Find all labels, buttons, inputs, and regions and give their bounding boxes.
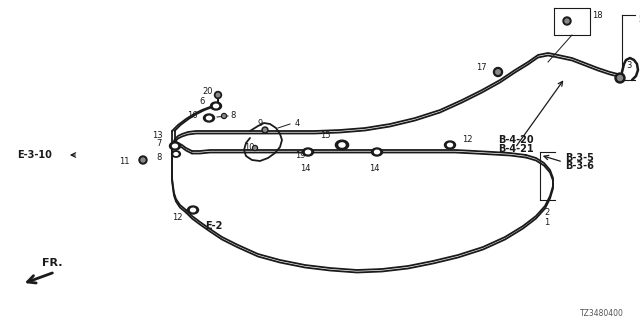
Circle shape xyxy=(615,73,625,83)
Text: 12: 12 xyxy=(462,135,472,145)
Circle shape xyxy=(214,92,221,99)
Text: 11: 11 xyxy=(120,156,130,165)
Text: 19: 19 xyxy=(295,150,305,159)
Text: 3: 3 xyxy=(626,60,632,69)
Text: 13: 13 xyxy=(152,132,163,140)
Circle shape xyxy=(563,17,571,25)
Ellipse shape xyxy=(173,144,177,148)
Ellipse shape xyxy=(374,150,380,154)
Ellipse shape xyxy=(204,114,214,122)
Circle shape xyxy=(216,93,220,97)
Circle shape xyxy=(253,147,256,149)
Text: 1: 1 xyxy=(545,218,550,227)
Text: 16: 16 xyxy=(188,110,198,119)
Ellipse shape xyxy=(214,104,218,108)
Circle shape xyxy=(496,70,500,74)
Text: 14: 14 xyxy=(369,164,380,173)
Text: 9: 9 xyxy=(258,118,263,127)
Ellipse shape xyxy=(172,151,180,157)
Circle shape xyxy=(565,19,569,23)
Text: E-3-10: E-3-10 xyxy=(17,150,52,160)
Text: 4: 4 xyxy=(295,119,300,129)
Text: 7: 7 xyxy=(157,139,162,148)
Text: 14: 14 xyxy=(300,164,310,173)
Text: 20: 20 xyxy=(202,86,213,95)
Ellipse shape xyxy=(445,141,456,149)
Circle shape xyxy=(223,115,225,117)
Text: 15: 15 xyxy=(321,132,331,140)
Text: 10: 10 xyxy=(244,143,255,153)
Text: 12: 12 xyxy=(173,213,183,222)
Text: B-4-20: B-4-20 xyxy=(498,135,534,145)
Ellipse shape xyxy=(191,208,195,212)
Text: 2: 2 xyxy=(545,208,550,217)
Text: TZ3480400: TZ3480400 xyxy=(580,308,624,317)
Text: B-4-21: B-4-21 xyxy=(498,144,534,154)
Ellipse shape xyxy=(188,206,198,214)
Text: 6: 6 xyxy=(200,98,205,107)
Circle shape xyxy=(221,114,227,118)
Circle shape xyxy=(139,156,147,164)
Ellipse shape xyxy=(339,143,345,147)
Ellipse shape xyxy=(170,142,180,150)
Circle shape xyxy=(493,68,502,76)
Circle shape xyxy=(253,146,257,150)
Text: E-2: E-2 xyxy=(205,221,222,231)
Ellipse shape xyxy=(211,102,221,110)
Ellipse shape xyxy=(303,148,314,156)
Text: FR.: FR. xyxy=(42,258,62,268)
Text: 17: 17 xyxy=(476,62,487,71)
Text: 8: 8 xyxy=(230,110,236,119)
Ellipse shape xyxy=(447,143,452,147)
Text: 8: 8 xyxy=(157,154,162,163)
Ellipse shape xyxy=(371,148,383,156)
Circle shape xyxy=(262,127,268,133)
Text: 18: 18 xyxy=(592,12,603,20)
Text: 5: 5 xyxy=(638,15,640,24)
Ellipse shape xyxy=(305,150,310,154)
Text: B-3-6: B-3-6 xyxy=(565,161,594,171)
Ellipse shape xyxy=(174,153,178,156)
Ellipse shape xyxy=(335,140,349,150)
Circle shape xyxy=(141,158,145,162)
Text: B-3-5: B-3-5 xyxy=(565,153,594,163)
Circle shape xyxy=(618,76,623,81)
Circle shape xyxy=(264,129,266,132)
Ellipse shape xyxy=(207,116,211,120)
